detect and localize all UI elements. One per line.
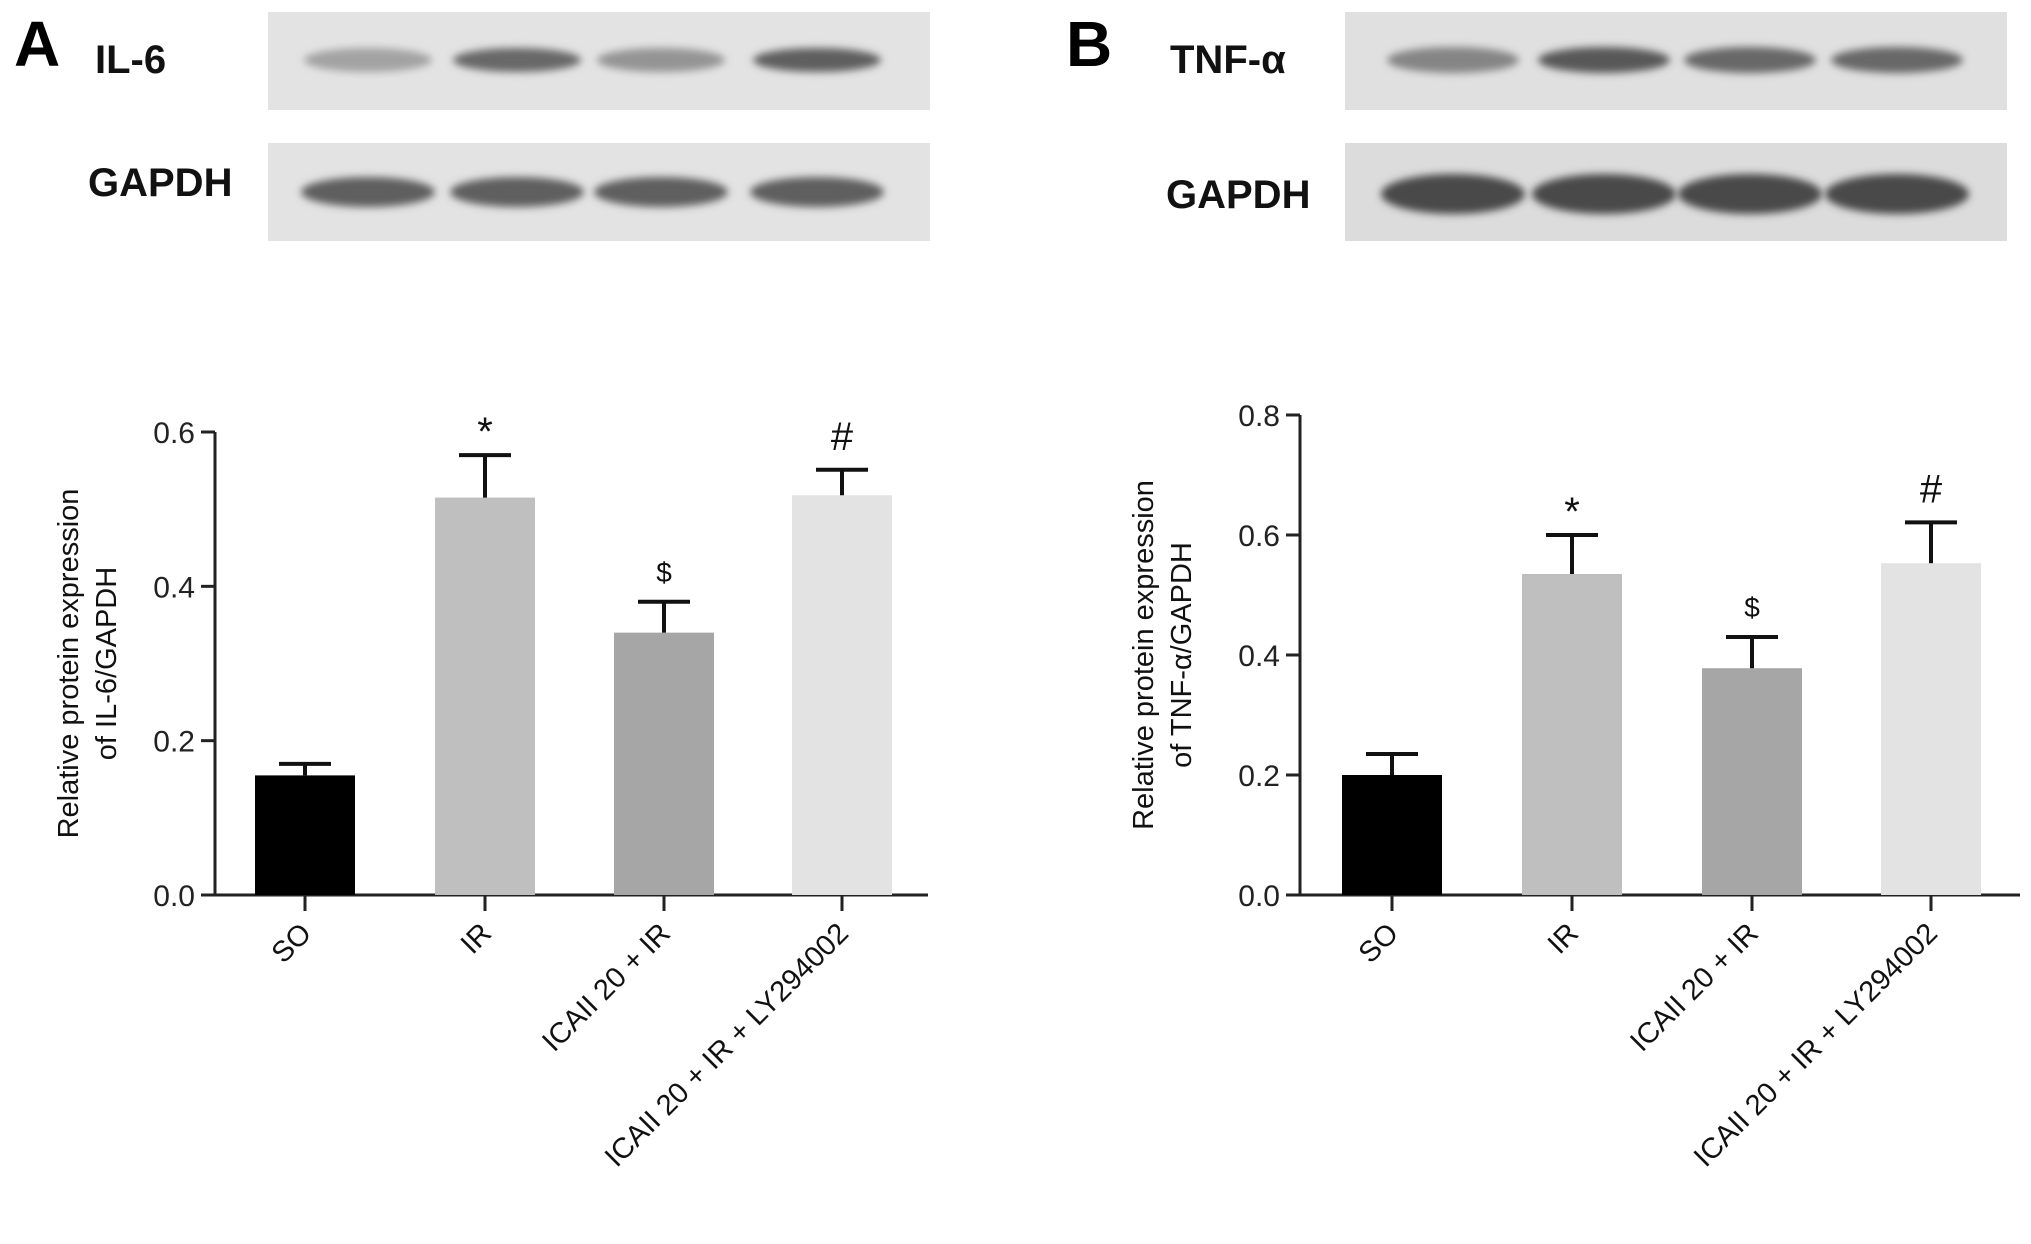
category-label: SO — [1353, 917, 1405, 969]
panel-a: A IL-6 GAPDH 0.0 0.2 0.4 0.6 Relative protei… — [14, 8, 930, 1173]
blot-band — [1678, 174, 1822, 214]
y-tick-label: 0.0 — [153, 880, 195, 913]
bar — [1702, 668, 1802, 895]
blot-control-bands-b — [1381, 174, 1969, 214]
blot-band — [1387, 47, 1519, 73]
blot-control-label-b: GAPDH — [1166, 173, 1310, 217]
blot-band — [1684, 47, 1816, 73]
significance-marker: $ — [1744, 592, 1760, 623]
blot-band — [1825, 174, 1969, 214]
panel-letter-a: A — [14, 8, 60, 80]
blot-target-label-a: IL-6 — [95, 38, 166, 82]
significance-marker: # — [831, 415, 854, 459]
chart-b: 0.0 0.2 0.4 0.6 0.8 Relative protein expressi… — [1128, 400, 2020, 1173]
bar — [435, 497, 535, 895]
blot-target-bands-b — [1387, 47, 1963, 73]
blot-band — [597, 48, 725, 72]
y-axis-label: Relative protein expression — [1128, 480, 1160, 830]
blot-band — [594, 177, 728, 207]
significance-marker: # — [1920, 467, 1943, 511]
bar — [255, 775, 355, 895]
category-label: SO — [266, 917, 318, 969]
bar — [1522, 574, 1622, 895]
panel-letter-b: B — [1066, 8, 1112, 80]
significance-marker: * — [1564, 490, 1580, 534]
bar — [1342, 775, 1442, 895]
blot-band — [450, 177, 584, 207]
blot-control-label-a: GAPDH — [88, 161, 232, 205]
blot-control-bands-a — [301, 177, 884, 207]
category-label: ICAII 20 + IR — [536, 917, 677, 1058]
blot-band — [1831, 47, 1963, 73]
bar — [792, 495, 892, 895]
y-tick-label: 0.4 — [153, 571, 195, 604]
panel-b: B TNF-α GAPDH 0.0 0.2 0.4 0.6 0.8 Relative pr… — [1066, 8, 2020, 1173]
y-tick-label: 0.2 — [153, 726, 195, 759]
y-tick-label: 0.2 — [1238, 760, 1280, 793]
significance-marker: * — [477, 410, 493, 454]
blot-band — [304, 48, 432, 72]
y-tick-label: 0.4 — [1238, 640, 1280, 673]
blot-band — [453, 48, 581, 72]
blot-target-label-b: TNF-α — [1170, 38, 1286, 82]
chart-a: 0.0 0.2 0.4 0.6 Relative protein expression o… — [53, 410, 928, 1173]
y-tick-label: 0.6 — [1238, 520, 1280, 553]
blot-band — [753, 48, 881, 72]
y-tick-label: 0.0 — [1238, 880, 1280, 913]
y-tick-label: 0.6 — [153, 417, 195, 450]
y-axis-label: of IL-6/GAPDH — [91, 567, 123, 760]
blot-band — [1381, 174, 1525, 214]
bar — [1881, 563, 1981, 895]
significance-marker: $ — [656, 557, 672, 588]
blot-band — [750, 177, 884, 207]
category-label: ICAII 20 + IR — [1624, 917, 1765, 1058]
blot-band — [1538, 47, 1670, 73]
y-axis-label: Relative protein expression — [53, 489, 85, 839]
blot-target-bands-a — [304, 48, 881, 72]
y-axis-label: of TNF-α/GAPDH — [1166, 542, 1198, 768]
category-label: IR — [455, 917, 498, 960]
category-label: IR — [1542, 917, 1585, 960]
blot-band — [301, 177, 435, 207]
blot-band — [1532, 174, 1676, 214]
y-tick-label: 0.8 — [1238, 400, 1280, 433]
bar — [614, 632, 714, 895]
